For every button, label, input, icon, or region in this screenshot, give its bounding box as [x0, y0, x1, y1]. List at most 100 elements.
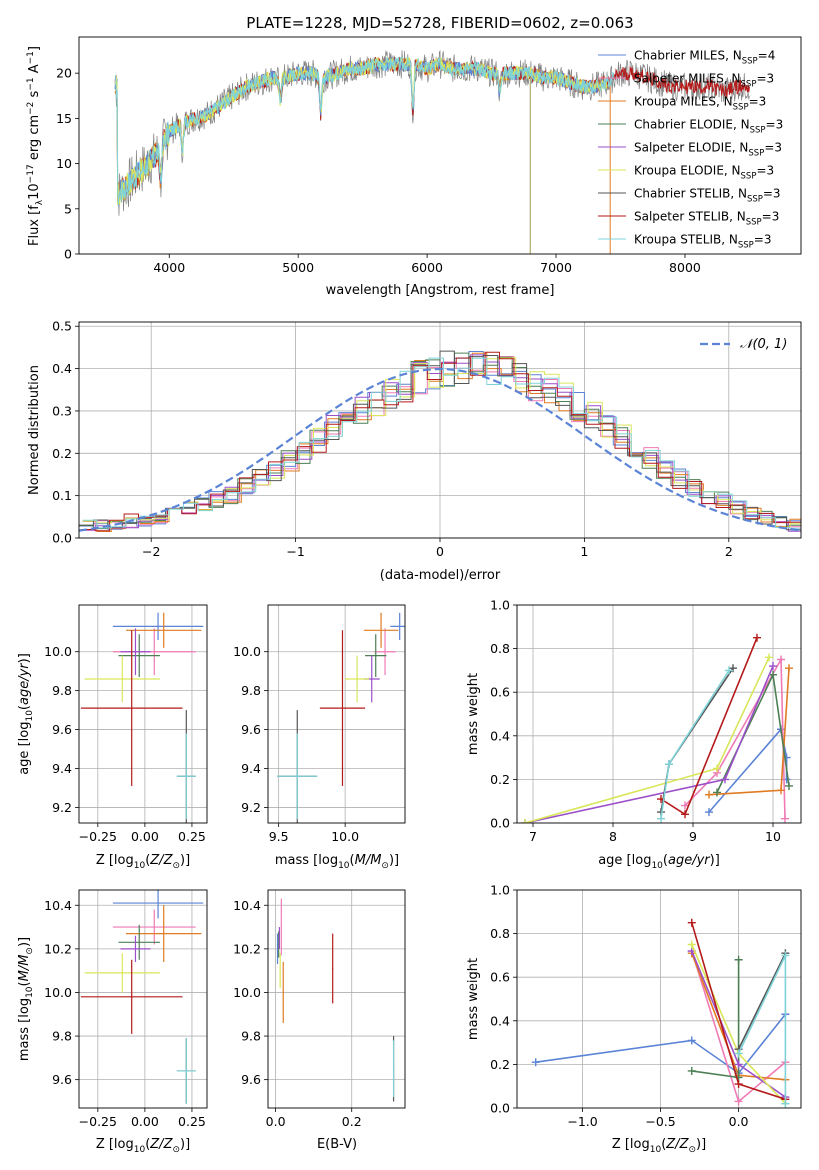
y-tick-label: 9.2 — [241, 800, 261, 815]
data-point — [121, 972, 123, 974]
legend-entry: Salpeter MILES, NSSP=3 — [634, 72, 774, 90]
y-tick-label: 0.4 — [52, 361, 72, 376]
x-tick-label: 7 — [529, 829, 537, 844]
x-tick-label: 1 — [580, 544, 588, 559]
data-point-marker — [734, 955, 743, 964]
data-point — [131, 707, 133, 709]
weight-series-line — [737, 952, 787, 1050]
y-tick-label: 9.4 — [241, 761, 261, 776]
y-tick-label: 0.6 — [490, 685, 510, 700]
legend-entry: Chabrier ELODIE, NSSP=3 — [634, 118, 783, 136]
axes-frame — [516, 889, 802, 1109]
axes-frame — [78, 604, 208, 824]
y-tick-label: 0.0 — [490, 816, 510, 831]
data-point-marker — [734, 1060, 743, 1069]
x-axis-label: Z [log10(Z/Z⊙)] — [96, 1137, 190, 1155]
plot-area — [79, 890, 207, 1108]
data-point — [134, 948, 137, 950]
weight-series-line — [535, 1013, 787, 1075]
data-point-marker — [681, 801, 689, 810]
x-axis-label: E(B-V) — [317, 1137, 357, 1152]
data-point-marker — [521, 819, 529, 823]
y-tick-label: 9.6 — [52, 1072, 72, 1087]
axes-frame — [267, 889, 406, 1109]
y-tick-label: 0.2 — [490, 772, 510, 787]
data-point — [157, 625, 159, 628]
weight-series-line — [524, 656, 770, 823]
x-tick-label: 0.00 — [131, 829, 159, 844]
y-tick-label: 0.3 — [52, 403, 72, 418]
data-point-marker — [681, 810, 689, 819]
y-tick-label: 9.2 — [52, 800, 72, 815]
y-tick-label: 0.6 — [490, 970, 510, 985]
data-point — [399, 625, 401, 628]
x-tick-label: 0.00 — [131, 1114, 159, 1129]
data-point — [341, 707, 344, 709]
panel-ebv_mass: 0.0 0.2 9.6 9.8 10.0 10.2 10.4 E(B-V) — [233, 889, 406, 1152]
data-point-marker — [687, 1036, 696, 1045]
x-axis-label: wavelength [Angstrom, rest frame] — [326, 283, 555, 298]
y-tick-label: 0.2 — [490, 1057, 510, 1072]
data-point-marker — [777, 786, 785, 795]
y-tick-label: 1.0 — [490, 598, 510, 613]
observed-spectrum-line — [114, 49, 750, 216]
axes-frame — [516, 604, 802, 824]
y-axis-label: mass weight — [466, 673, 481, 755]
y-tick-label: 9.6 — [52, 722, 72, 737]
data-point-marker — [781, 1099, 790, 1108]
x-tick-label: −2 — [142, 544, 160, 559]
y-tick-label: 10.0 — [233, 644, 261, 659]
panel-z_weight: −1.0 −0.5 0.0 0.0 0.2 0.4 0.6 0.8 1.0 Z [log10(Z/… — [466, 883, 802, 1155]
data-point — [138, 655, 140, 657]
y-tick-label: 0.4 — [490, 728, 510, 743]
x-tick-label: 0.2 — [342, 1114, 362, 1129]
x-tick-label: 9.5 — [269, 829, 289, 844]
plot-area — [517, 605, 801, 823]
legend-entry: Chabrier STELIB, NSSP=3 — [634, 187, 781, 205]
data-point — [185, 775, 187, 777]
data-point — [332, 967, 334, 970]
y-tick-label: 20 — [56, 66, 72, 81]
data-point-marker — [734, 1049, 743, 1058]
data-point — [392, 1068, 395, 1070]
plot-area — [268, 605, 405, 823]
y-tick-label: 5 — [64, 201, 72, 216]
data-point-marker — [687, 940, 696, 949]
panel-age_weight: 7 8 9 10 0.0 0.2 0.4 0.6 0.8 1.0 age [log10(age/yr… — [466, 598, 802, 871]
data-point-marker — [753, 633, 761, 642]
y-tick-label: 0 — [64, 247, 72, 262]
data-point — [280, 926, 282, 928]
x-tick-label: 6000 — [411, 260, 443, 275]
y-axis-label: Normed distribution — [27, 365, 42, 495]
legend-entry: 𝒩(0, 1) — [740, 337, 787, 352]
data-point-marker — [657, 814, 665, 823]
legend-entry: Kroupa MILES, NSSP=3 — [634, 95, 766, 113]
y-tick-label: 10 — [56, 156, 72, 171]
data-point-marker — [734, 1097, 743, 1106]
panel-z_age: −0.25 0.00 0.25 9.2 9.4 9.6 9.8 10.0 Z [log10(Z/… — [17, 604, 208, 871]
data-point-marker — [769, 662, 777, 671]
model-spectrum-line — [114, 56, 615, 204]
data-point-marker — [705, 808, 713, 817]
y-tick-label: 9.8 — [52, 1029, 72, 1044]
axes-frame — [267, 604, 406, 824]
plot-area — [79, 322, 801, 538]
y-tick-label: 10.0 — [233, 985, 261, 1000]
x-tick-label: 0 — [436, 544, 444, 559]
y-tick-label: 0.0 — [490, 1101, 510, 1116]
x-axis-label: (data-model)/error — [380, 568, 501, 583]
x-tick-label: 0.25 — [178, 1114, 206, 1129]
data-point — [121, 678, 123, 680]
y-tick-label: 0.8 — [490, 641, 510, 656]
x-tick-label: 0.25 — [178, 829, 206, 844]
x-tick-label: −1.0 — [567, 1114, 597, 1129]
y-tick-label: 15 — [56, 111, 72, 126]
gaussian-curve-line — [79, 367, 801, 532]
y-tick-label: 0.8 — [490, 926, 510, 941]
legend-entry: Salpeter STELIB, NSSP=3 — [634, 210, 779, 228]
weight-series-line — [684, 656, 786, 819]
y-axis-label: Flux [fλ10−17 erg cm−2 s−1 A−1] — [26, 46, 45, 246]
y-tick-label: 10.4 — [233, 898, 261, 913]
x-tick-label: 4000 — [153, 260, 185, 275]
